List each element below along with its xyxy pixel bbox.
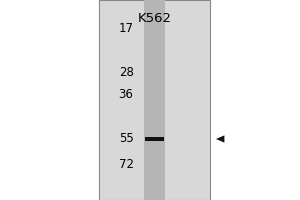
Text: 17: 17 xyxy=(118,22,134,36)
Bar xyxy=(99,0,210,200)
Bar xyxy=(144,0,165,200)
Text: 28: 28 xyxy=(118,66,134,79)
Text: K562: K562 xyxy=(137,12,172,25)
Text: 55: 55 xyxy=(119,132,134,146)
Text: 36: 36 xyxy=(118,88,134,102)
Bar xyxy=(145,137,164,141)
Text: 72: 72 xyxy=(118,158,134,171)
Polygon shape xyxy=(216,135,224,143)
